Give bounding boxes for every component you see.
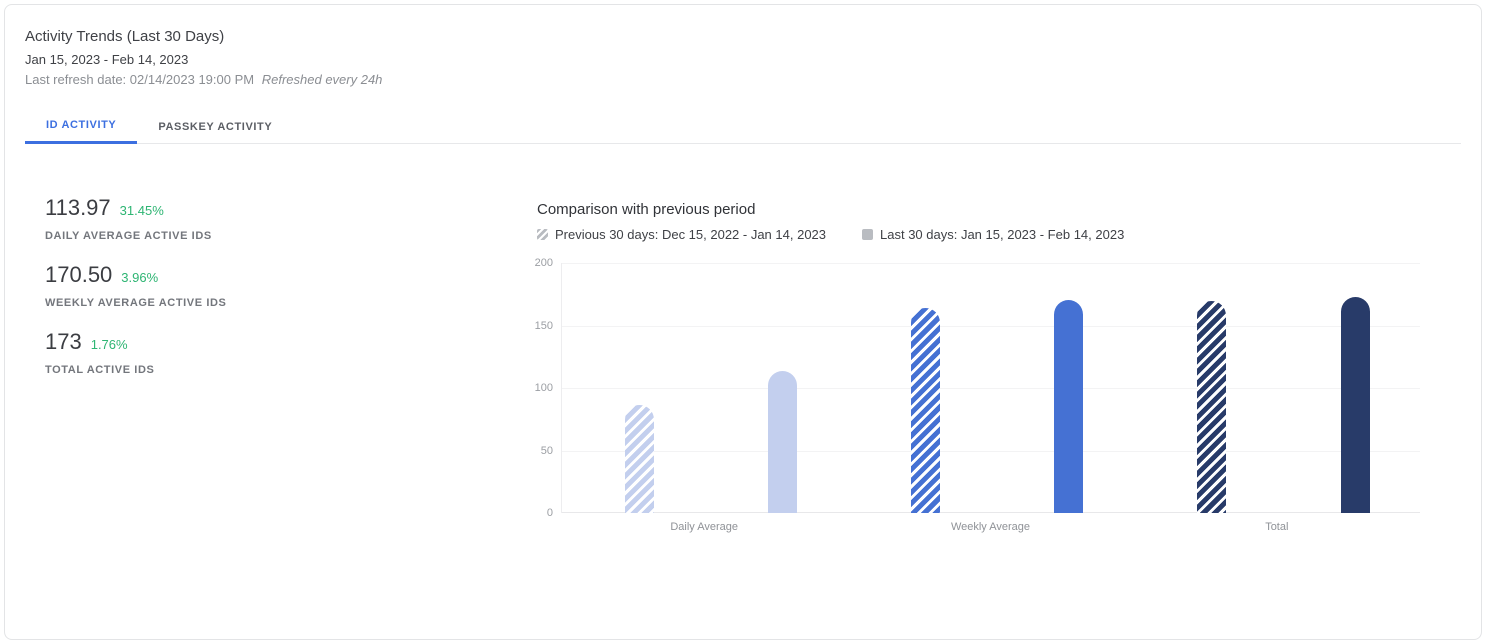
stat-line: 170.50 3.96%: [45, 263, 226, 287]
tab-passkey-activity[interactable]: PASSKEY ACTIVITY: [158, 120, 273, 133]
stat-delta: 31.45%: [119, 203, 164, 218]
y-axis-tick: 150: [534, 319, 553, 332]
chart-title: Comparison with previous period: [537, 201, 756, 218]
stat-line: 113.97 31.45%: [45, 196, 212, 220]
gridline: [562, 263, 1420, 264]
legend-label: Previous 30 days: Dec 15, 2022 - Jan 14,…: [555, 227, 827, 242]
y-axis-tick: 50: [540, 444, 553, 457]
legend-item-last-period[interactable]: Last 30 days: Jan 15, 2023 - Feb 14, 202…: [862, 227, 1124, 242]
x-axis-label: Total: [1265, 521, 1289, 533]
stat-delta: 1.76%: [90, 337, 128, 352]
plot-area-wrapper: 0 50 100 150 200 Daily Average Weekly Average…: [535, 258, 1420, 543]
legend-item-previous-period[interactable]: Previous 30 days: Dec 15, 2022 - Jan 14,…: [537, 227, 826, 242]
legend-label: Last 30 days: Jan 15, 2023 - Feb 14, 202…: [880, 227, 1125, 242]
stat-total: 173 1.76% TOTAL ACTIVE IDS: [45, 330, 155, 377]
chart-legend: Previous 30 days: Dec 15, 2022 - Jan 14,…: [537, 227, 1124, 242]
chart-plot: [561, 263, 1420, 513]
tab-bar: ID ACTIVITY PASSKEY ACTIVITY: [25, 109, 1461, 144]
hatched-swatch-icon: [537, 229, 548, 240]
gridline: [562, 450, 1420, 452]
y-axis-tick: 100: [534, 382, 553, 394]
bar-weekly-average-last[interactable]: [1054, 299, 1084, 513]
stat-delta: 3.96%: [121, 270, 159, 285]
refresh-info: Last refresh date: 02/14/2023 19:00 PM R…: [25, 72, 382, 87]
gridline: [562, 512, 1420, 513]
comparison-chart: Comparison with previous period Previous…: [535, 201, 1447, 533]
solid-swatch-icon: [862, 229, 874, 240]
stat-daily-average: 113.97 31.45% DAILY AVERAGE ACTIVE IDS: [45, 196, 212, 243]
gridline: [562, 388, 1420, 389]
stat-weekly-average: 170.50 3.96% WEEKLY AVERAGE ACTIVE IDS: [45, 263, 227, 310]
stat-value: 113.97: [45, 195, 111, 220]
gridline: [562, 325, 1420, 327]
activity-trends-card: Activity Trends (Last 30 Days) Jan 15, 2…: [4, 4, 1482, 640]
bar-total-previous[interactable]: [1197, 300, 1227, 513]
stat-label: WEEKLY AVERAGE ACTIVE IDS: [45, 297, 227, 309]
stat-value: 173: [45, 329, 82, 354]
y-axis-tick: 200: [534, 257, 553, 269]
bar-total-last[interactable]: [1340, 296, 1370, 513]
stat-value: 170.50: [45, 262, 113, 287]
header: Activity Trends (Last 30 Days) Jan 15, 2…: [25, 27, 382, 87]
refresh-note: Refreshed every 24h: [261, 72, 383, 87]
stat-label: DAILY AVERAGE ACTIVE IDS: [45, 230, 212, 242]
last-refresh-text: Last refresh date: 02/14/2023 19:00 PM: [25, 72, 255, 87]
stat-label: TOTAL ACTIVE IDS: [45, 364, 155, 376]
page-title: Activity Trends (Last 30 Days): [25, 28, 225, 45]
y-axis: 0 50 100 150 200: [535, 258, 553, 519]
tab-id-activity[interactable]: ID ACTIVITY: [25, 109, 138, 144]
date-range: Jan 15, 2023 - Feb 14, 2023: [25, 52, 189, 67]
stat-line: 173 1.76%: [45, 330, 154, 354]
x-axis-label: Daily Average: [670, 521, 738, 533]
bar-weekly-average-previous[interactable]: [911, 308, 941, 513]
bar-daily-average-last[interactable]: [767, 370, 797, 513]
y-axis-tick: 0: [546, 507, 553, 519]
x-axis: Daily Average Weekly Average Total: [561, 521, 1420, 535]
bar-daily-average-previous[interactable]: [624, 404, 654, 513]
x-axis-label: Weekly Average: [950, 521, 1031, 533]
